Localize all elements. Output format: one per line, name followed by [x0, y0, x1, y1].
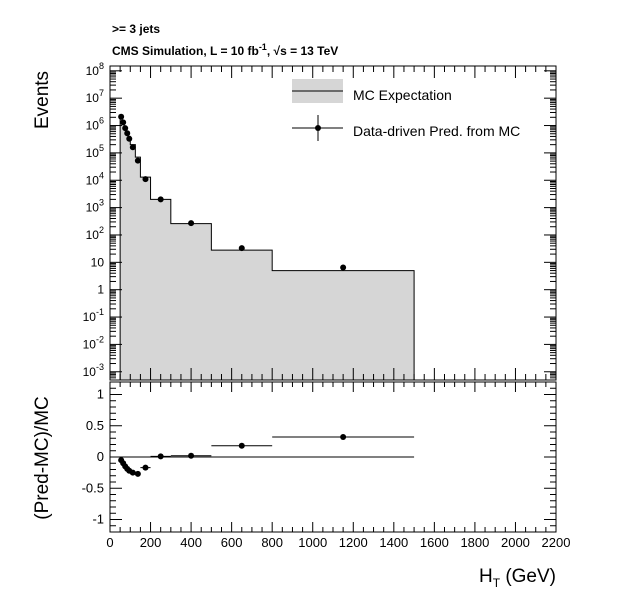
- prediction-point-9: [188, 220, 195, 227]
- mc-histogram-fill: [120, 116, 415, 380]
- x-tick-label: 1200: [339, 535, 368, 550]
- y-tick-label: 108: [86, 61, 104, 78]
- y-tick-label: 102: [86, 225, 104, 242]
- prediction-point-5: [129, 144, 136, 151]
- top-axis-ticks: [109, 66, 557, 381]
- ratio-y-tick-label: -0.5: [82, 480, 104, 495]
- ratio-point-11: [340, 434, 347, 440]
- ratio-axis-ticks: [109, 381, 557, 533]
- prediction-point-4: [126, 135, 133, 142]
- prediction-point-2: [122, 125, 129, 132]
- header-suffix: = 13 TeV: [287, 44, 338, 58]
- ratio-y-tick-label: -1: [92, 512, 104, 527]
- y-tick-label: 107: [86, 88, 104, 105]
- x-tick-label: 0: [106, 535, 113, 550]
- header-mid: ,: [267, 44, 274, 58]
- x-tick-label: 1800: [460, 535, 489, 550]
- header-exp: -1: [259, 42, 267, 52]
- header-line-2: CMS Simulation, L = 10 fb-1, √s = 13 TeV: [112, 42, 338, 58]
- y-tick-label: 104: [86, 170, 104, 187]
- y-axis-label-events: Events: [32, 71, 53, 129]
- prediction-point-8: [157, 196, 164, 203]
- ratio-point-10: [238, 442, 245, 449]
- prediction-point-0: [118, 113, 125, 120]
- x-axis-label-unit: (GeV): [500, 566, 556, 587]
- ratio-point-8: [157, 453, 164, 460]
- y-tick-label: 1: [97, 283, 104, 297]
- prediction-point-10: [238, 245, 245, 252]
- x-tick-label: 600: [221, 535, 243, 550]
- legend-pred-marker: [315, 125, 321, 131]
- y-tick-label: 105: [86, 143, 104, 160]
- x-tick-labels: 0 200 400 600 800 1000 1200 1400 1600 1800 2000 220…: [106, 535, 570, 550]
- legend-pred-label: Data-driven Pred. from MC: [353, 123, 520, 139]
- y-tick-label: 10-1: [83, 307, 104, 324]
- x-tick-label: 2200: [542, 535, 571, 550]
- ratio-point-5: [129, 469, 136, 476]
- ratio-y-tick-label: 0: [97, 449, 104, 464]
- prediction-point-11: [340, 264, 347, 271]
- prediction-point-6: [134, 157, 141, 164]
- ratio-y-tick-labels: 1 0.5 0 -0.5 -1: [82, 387, 104, 527]
- x-tick-label: 200: [140, 535, 162, 550]
- prediction-point-1: [120, 119, 127, 126]
- ratio-y-tick-label: 0.5: [86, 418, 104, 433]
- ratio-markers: [118, 434, 415, 477]
- x-axis-label-main: H: [479, 566, 493, 587]
- y-tick-label: 10-2: [83, 334, 104, 351]
- header-sqrt-s: √s: [274, 44, 288, 58]
- ratio-y-tick-label: 1: [97, 387, 104, 402]
- prediction-markers: [118, 113, 347, 271]
- x-axis-label: HT (GeV): [479, 566, 556, 590]
- legend: MC Expectation Data-driven Pred. from MC: [292, 79, 520, 141]
- ratio-point-9: [188, 452, 195, 459]
- ratio-point-6: [134, 470, 141, 477]
- x-tick-label: 1400: [379, 535, 408, 550]
- y-tick-label: 106: [86, 116, 104, 133]
- ratio-point-7: [142, 464, 149, 471]
- prediction-point-7: [142, 176, 149, 183]
- x-tick-label: 2000: [501, 535, 530, 550]
- y-axis-label-ratio: (Pred-MC)/MC: [32, 396, 53, 520]
- ratio-panel: 1 0.5 0 -0.5 -1 0 200 400 600 800 1000 1200 1400 160…: [32, 381, 570, 590]
- y-tick-label: 10-3: [83, 362, 104, 379]
- header-line-1: >= 3 jets: [112, 22, 160, 36]
- prediction-point-3: [124, 130, 131, 137]
- x-axis-label-sub: T: [493, 576, 501, 590]
- x-tick-label: 1600: [420, 535, 449, 550]
- legend-mc-label: MC Expectation: [353, 87, 452, 103]
- x-tick-label: 400: [180, 535, 202, 550]
- mc-expectation-histogram: [119, 115, 415, 380]
- y-tick-label: 10: [91, 255, 105, 269]
- x-tick-label: 800: [261, 535, 283, 550]
- header-prefix: CMS Simulation, L = 10 fb: [112, 44, 259, 58]
- y-tick-label: 103: [86, 198, 104, 215]
- x-tick-label: 1000: [298, 535, 327, 550]
